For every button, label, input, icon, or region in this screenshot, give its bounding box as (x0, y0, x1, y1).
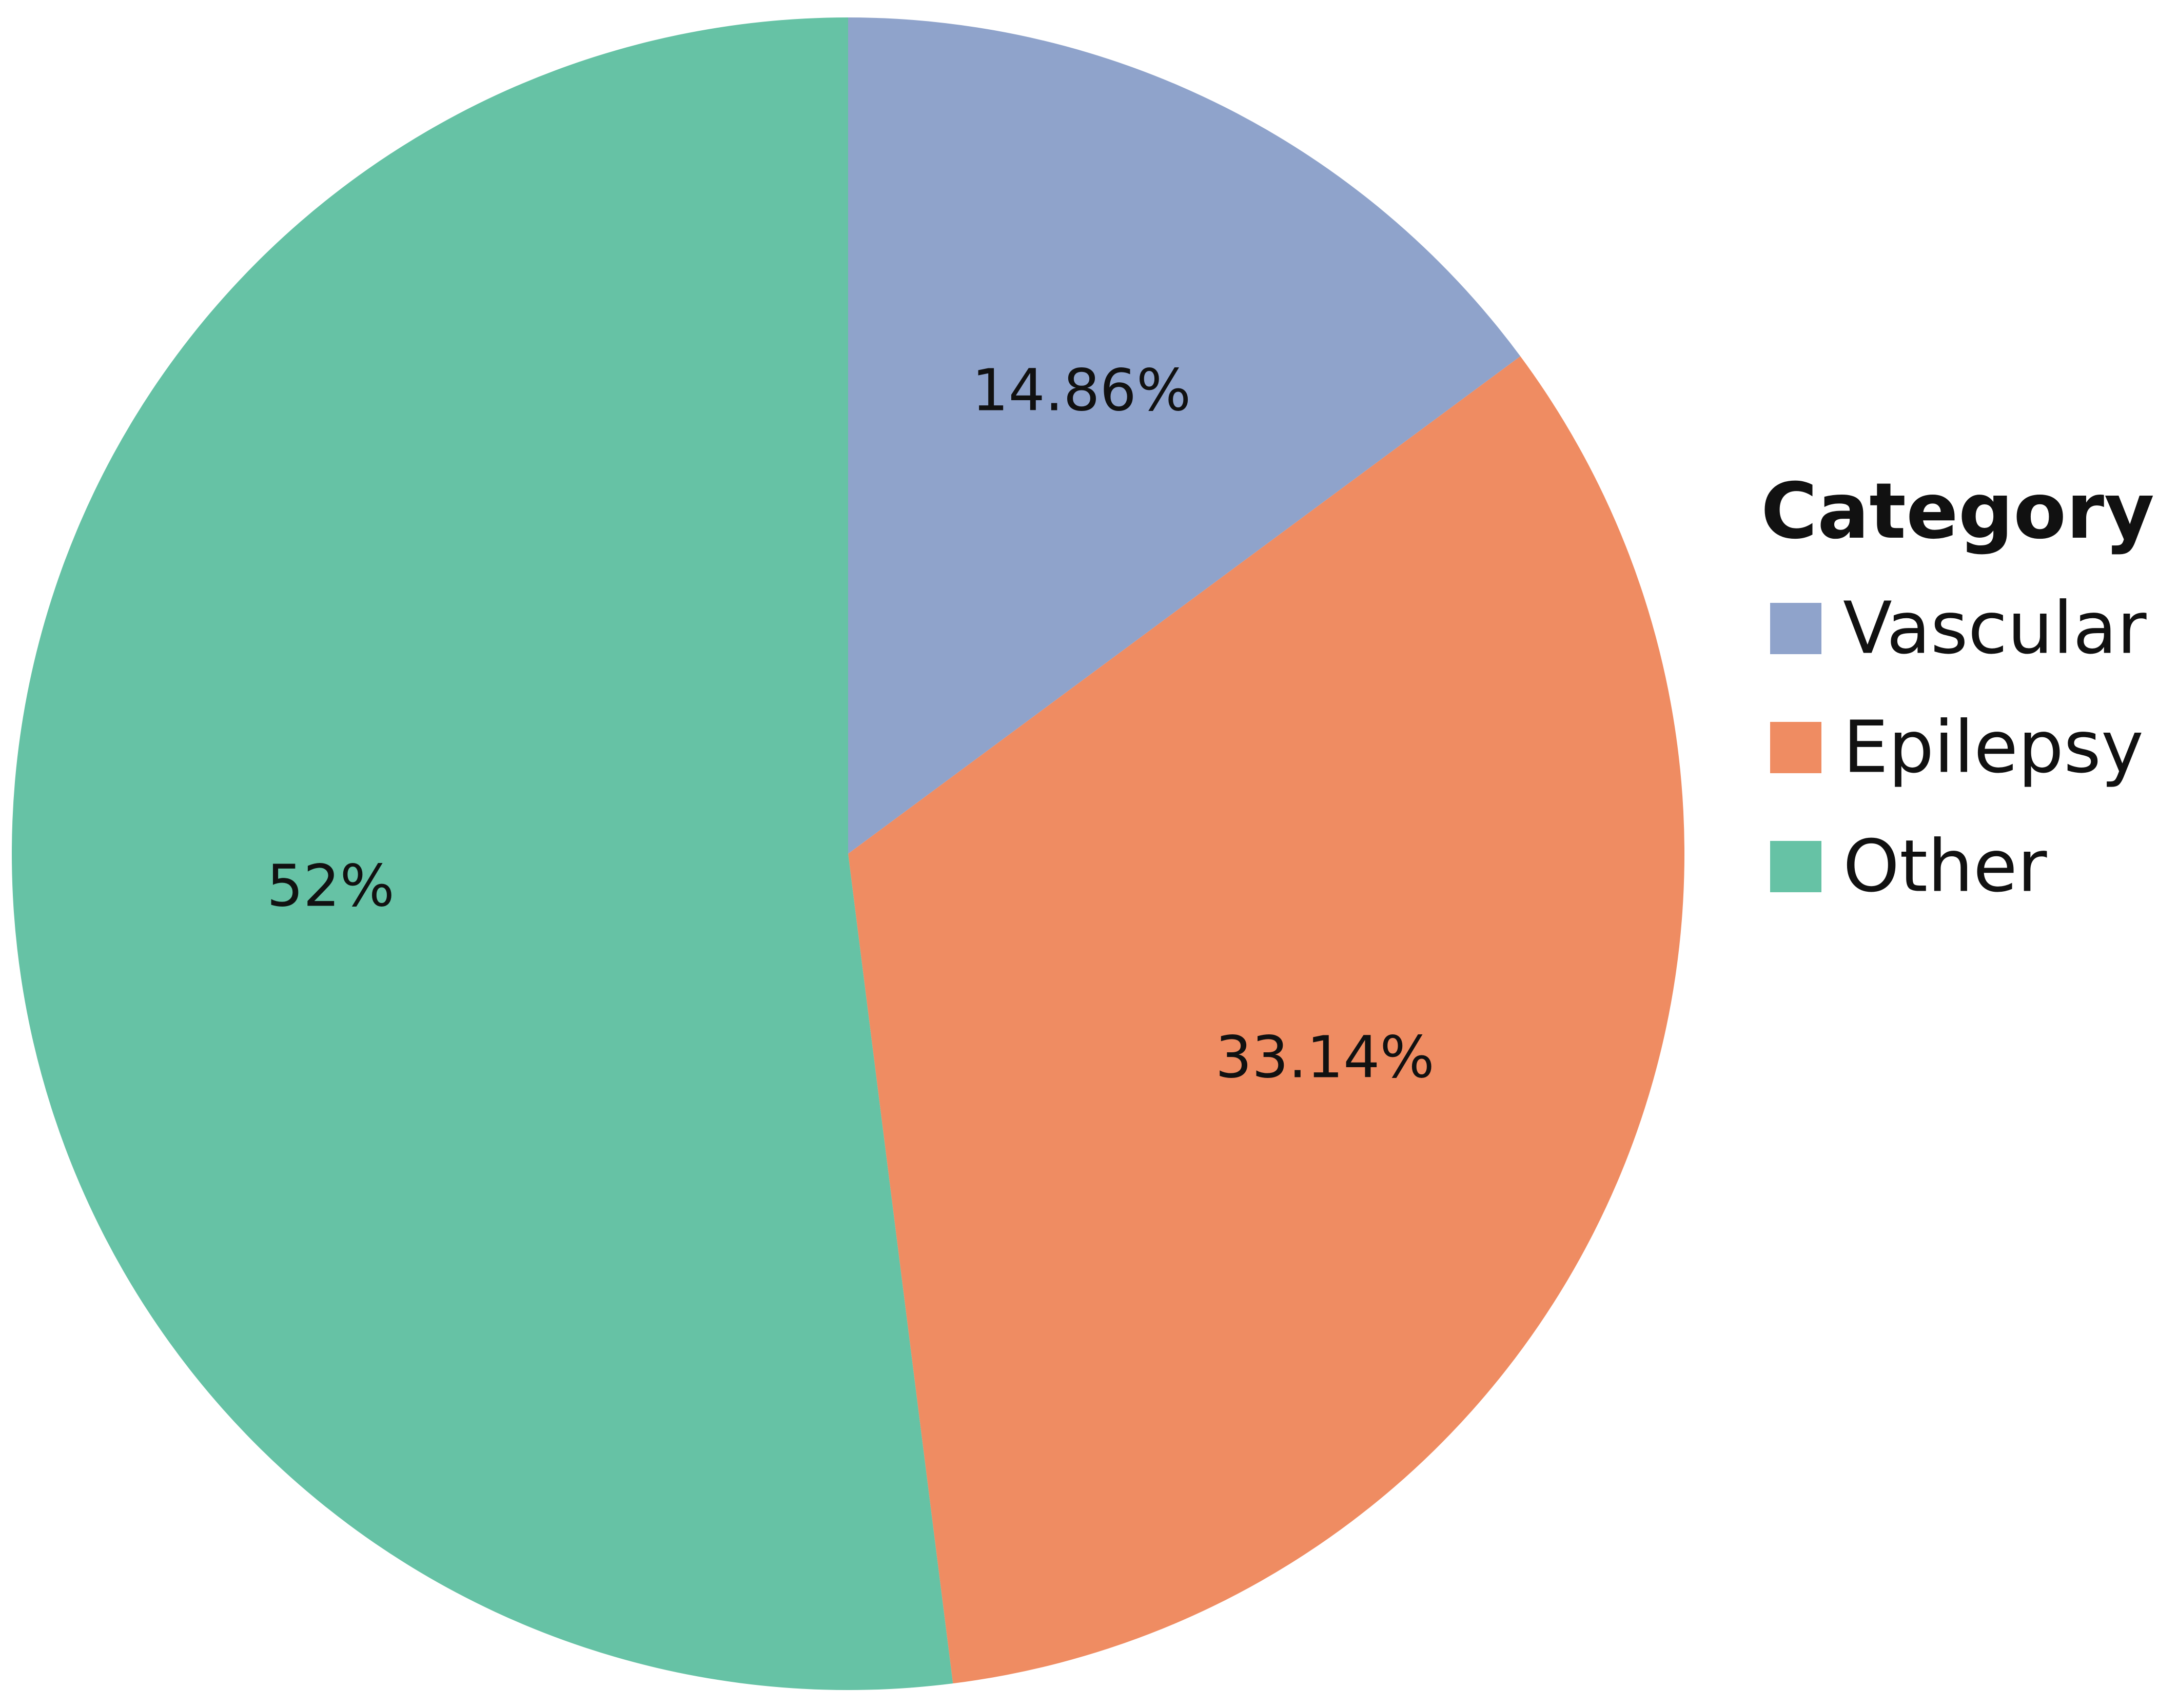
data-label-epilepsy: 33.14% (1215, 1024, 1435, 1091)
legend-swatch-other (1770, 841, 1821, 892)
data-label-vascular: 14.86% (972, 358, 1191, 424)
legend-label-vascular: Vascular (1843, 587, 2147, 671)
pie-data-labels: 14.86% 33.14% 52% (267, 358, 1435, 1091)
legend-item-other: Other (1770, 825, 2047, 909)
pie-slice-other (12, 17, 953, 1690)
legend-items: Vascular Epilepsy Other (1770, 587, 2147, 909)
pie-slices (12, 17, 1684, 1690)
pie-slice-vascular (848, 17, 1521, 854)
legend-title: Category (1761, 467, 2154, 556)
legend-label-epilepsy: Epilepsy (1843, 706, 2144, 790)
data-label-other: 52% (267, 853, 395, 919)
legend-swatch-vascular (1770, 603, 1821, 654)
pie-slice-epilepsy (848, 356, 1684, 1684)
legend-item-epilepsy: Epilepsy (1770, 706, 2144, 790)
legend-item-vascular: Vascular (1770, 587, 2147, 671)
legend-swatch-epilepsy (1770, 722, 1821, 773)
legend-label-other: Other (1843, 825, 2047, 909)
legend: Category Vascular Epilepsy Other (1761, 467, 2154, 909)
